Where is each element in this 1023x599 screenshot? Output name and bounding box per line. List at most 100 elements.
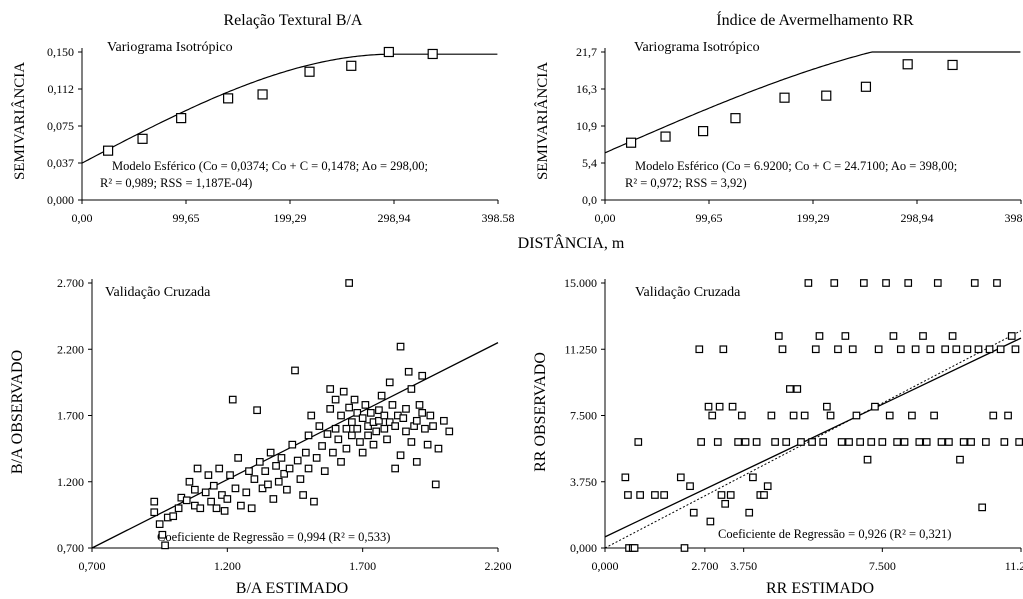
data-point — [728, 402, 737, 411]
data-point — [358, 448, 367, 457]
data-point — [704, 402, 713, 411]
y-tick-label: 0,075 — [47, 119, 74, 133]
regression-line — [604, 337, 1022, 538]
data-point — [391, 464, 399, 473]
data-point — [196, 504, 205, 513]
ylabel-variogram-rr: SEMIVARIÂNCIA — [534, 62, 551, 180]
data-point — [301, 448, 310, 457]
data-point — [956, 455, 964, 464]
data-point — [926, 345, 935, 354]
y-tick-label: 0,700 — [57, 541, 84, 555]
label-cv-ba: Validação Cruzada — [105, 285, 211, 300]
x-tick-label: 1.200 — [214, 559, 241, 573]
x-tick-label: 298,94 — [901, 211, 934, 225]
data-point — [904, 279, 913, 287]
data-point — [356, 438, 364, 446]
data-point — [280, 469, 289, 478]
data-point — [697, 438, 705, 446]
data-point — [808, 438, 816, 446]
data-point — [334, 435, 343, 444]
data-point — [919, 332, 927, 340]
data-point — [959, 438, 968, 446]
data-point — [440, 416, 448, 425]
data-point — [845, 438, 853, 446]
data-point — [989, 411, 998, 420]
data-point — [353, 424, 362, 433]
title-variogram-rr: Índice de Avermelhamento RR — [716, 10, 914, 29]
data-point — [169, 512, 178, 521]
x-tick-label: 99,65 — [696, 211, 723, 225]
data-point — [212, 504, 221, 513]
data-point — [364, 422, 372, 430]
data-point — [698, 126, 709, 137]
data-point — [274, 477, 283, 486]
x-tick-label: 298,94 — [378, 211, 411, 225]
data-point — [804, 279, 813, 287]
data-point — [726, 491, 735, 499]
data-point — [821, 90, 832, 101]
data-point — [339, 387, 348, 396]
data-point — [304, 431, 313, 440]
data-point — [660, 131, 671, 142]
ylabel-cv-ba: B/A OBSERVADO — [9, 350, 26, 474]
data-point — [993, 279, 1001, 287]
data-point — [399, 414, 408, 422]
data-point — [231, 484, 240, 493]
data-point — [396, 451, 405, 460]
data-point — [882, 279, 890, 287]
data-point — [434, 444, 443, 453]
data-point — [708, 411, 717, 420]
data-point — [1007, 332, 1016, 340]
x-tick-label: 398,58 — [1005, 211, 1023, 225]
model-curve — [81, 53, 498, 164]
y-tick-label: 1.700 — [57, 409, 84, 423]
data-point — [859, 279, 868, 287]
data-point — [272, 462, 280, 470]
y-tick-label: 0,150 — [47, 45, 74, 59]
y-tick-label: 10,9 — [576, 119, 597, 133]
data-point — [867, 438, 876, 446]
data-point — [264, 480, 272, 489]
data-point — [841, 332, 850, 340]
data-point — [345, 403, 353, 412]
data-point — [815, 332, 824, 340]
data-point — [402, 427, 410, 436]
data-point — [415, 401, 424, 409]
annotation-variogram-rr-line2: R² = 0,972; RSS = 3,92) — [625, 176, 747, 190]
data-point — [1000, 438, 1009, 446]
data-point — [660, 491, 669, 499]
data-point — [223, 93, 234, 104]
data-point — [269, 495, 278, 503]
data-point — [176, 113, 187, 124]
data-point — [331, 395, 340, 404]
data-point — [771, 438, 779, 446]
data-point — [996, 345, 1005, 354]
data-point — [407, 385, 416, 393]
data-point — [1004, 411, 1012, 420]
data-point — [427, 48, 438, 60]
data-point — [793, 385, 802, 393]
data-point — [686, 482, 694, 491]
data-point — [779, 92, 790, 103]
xlabel-cv-rr: RR ESTIMADO — [766, 580, 874, 597]
x-tick-label: 0,700 — [79, 559, 106, 573]
data-point — [947, 59, 958, 71]
data-point — [402, 405, 410, 413]
data-point — [985, 345, 994, 354]
data-point — [967, 438, 975, 446]
data-point — [337, 411, 345, 420]
data-point — [695, 345, 704, 354]
data-point — [312, 454, 321, 462]
y-tick-label: 2.700 — [57, 276, 84, 290]
data-point — [291, 366, 299, 375]
data-point — [137, 133, 148, 144]
data-point — [237, 501, 245, 510]
data-point — [242, 488, 251, 497]
data-point — [223, 495, 232, 503]
data-point — [848, 345, 857, 354]
data-point — [380, 411, 389, 420]
data-point — [767, 411, 776, 420]
data-point — [625, 137, 637, 148]
data-point — [326, 405, 335, 413]
data-point — [445, 427, 454, 436]
